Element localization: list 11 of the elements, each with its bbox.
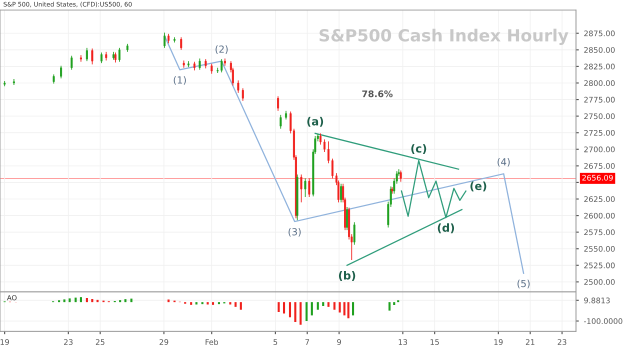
- annotation: (c): [411, 144, 426, 154]
- annotation: (b): [338, 271, 356, 281]
- annotation: (5): [518, 280, 530, 288]
- annotation: (e): [470, 182, 486, 192]
- annotation: (1): [174, 76, 186, 85]
- annotation: (4): [498, 158, 510, 167]
- annotation: (3): [288, 228, 301, 237]
- annotation: (a): [307, 116, 324, 127]
- annotation: 78.6%: [362, 90, 393, 98]
- annotation: (d): [438, 223, 454, 234]
- annotation: (2): [216, 45, 228, 54]
